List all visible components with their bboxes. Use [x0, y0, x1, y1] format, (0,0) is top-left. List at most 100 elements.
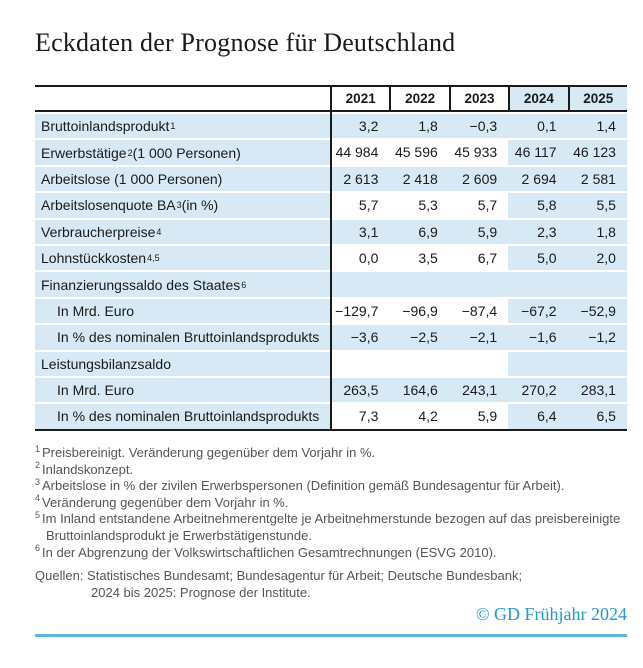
value-cell: −52,9 [567, 298, 627, 324]
value-cell: 5,3 [389, 193, 449, 218]
value-cell: 6,7 [448, 245, 509, 271]
value-cell: 1,8 [389, 114, 449, 139]
value-cell: −87,4 [448, 298, 509, 324]
value-cell: 2,3 [508, 219, 568, 244]
row-label: Arbeitslosenquote BA 3 (in %) [35, 193, 330, 218]
footnote: 6 In der Abgrenzung der Volkswirtschaftli… [35, 543, 497, 560]
value-cell: 45 933 [448, 140, 509, 165]
table-row: Finanzierungssaldo des Staates 6 [35, 272, 627, 297]
page-title: Eckdaten der Prognose für Deutschland [35, 28, 456, 57]
row-label: In Mrd. Euro [35, 298, 330, 324]
table-row: In % des nominalen Bruttoinlandsprodukts… [35, 404, 627, 429]
value-cell [330, 272, 390, 297]
table-header-row: 2021 2022 2023 2024 2025 [35, 85, 627, 112]
value-cell: 3,2 [330, 114, 390, 139]
row-label: In % des nominalen Bruttoinlandsprodukts [35, 325, 330, 350]
value-cell: 2 609 [448, 166, 509, 192]
value-cell: 5,7 [448, 193, 509, 218]
sources-line-1: Quellen: Statistisches Bundesamt; Bundes… [35, 568, 523, 583]
value-cell: −67,2 [508, 298, 568, 324]
value-cell: −2,1 [448, 325, 509, 350]
footnote: 1 Preisbereinigt. Veränderung gegenüber d… [35, 443, 376, 460]
value-cell: −1,6 [508, 325, 568, 350]
value-cell: 5,7 [330, 193, 390, 218]
copyright-label: © GD Frühjahr 2024 [475, 604, 627, 624]
table-row: Erwerbstätige 2 (1 000 Personen) 44 984 45 … [35, 140, 627, 165]
value-cell: 46 123 [567, 140, 627, 165]
value-cell: 0,0 [330, 245, 390, 271]
value-cell: 263,5 [330, 377, 390, 403]
table-row: Arbeitslosenquote BA 3 (in %) 5,7 5,3 5,7 5,8… [35, 193, 627, 218]
row-label: In % des nominalen Bruttoinlandsprodukts [35, 404, 330, 429]
value-cell [389, 272, 449, 297]
value-cell: 1,4 [567, 114, 627, 139]
value-cell [389, 351, 449, 376]
value-cell: 2,0 [567, 245, 627, 271]
sources-block: Quellen: Statistisches Bundesamt; Bundes… [35, 567, 623, 601]
value-cell: 5,8 [508, 193, 568, 218]
value-cell [567, 351, 627, 376]
footnote: 2 Inlandskonzept. [35, 460, 134, 477]
value-cell: −1,2 [567, 325, 627, 350]
value-cell: 6,4 [508, 404, 568, 429]
value-cell: 270,2 [508, 377, 568, 403]
value-cell: 2 694 [508, 166, 568, 192]
table-body: Bruttoinlandsprodukt 1 3,2 1,8 −0,3 0,1 1,4 Erw… [35, 114, 627, 431]
row-label: Erwerbstätige 2 (1 000 Personen) [35, 140, 330, 165]
footnotes-block: 1 Preisbereinigt. Veränderung gegenüber d… [35, 443, 623, 561]
value-cell: 0,1 [508, 114, 568, 139]
year-column-header: 2023 [448, 87, 509, 110]
value-cell [508, 272, 568, 297]
value-cell: 6,9 [389, 219, 449, 244]
table-row: Lohnstückkosten 4,5 0,0 3,5 6,7 5,0 2,0 [35, 245, 627, 271]
row-label: Arbeitslose (1 000 Personen) [35, 166, 330, 192]
value-cell: 44 984 [330, 140, 390, 165]
year-column-header: 2024 [508, 87, 568, 110]
value-cell: 45 596 [389, 140, 449, 165]
value-cell: 3,1 [330, 219, 390, 244]
table-row: Verbraucherpreise 4 3,1 6,9 5,9 2,3 1,8 [35, 219, 627, 244]
value-cell: 164,6 [389, 377, 449, 403]
value-cell [448, 351, 509, 376]
value-cell: 46 117 [508, 140, 568, 165]
value-cell [567, 272, 627, 297]
row-label: Lohnstückkosten 4,5 [35, 245, 330, 271]
table-row: Leistungsbilanzsaldo [35, 351, 627, 376]
value-cell: 1,8 [567, 219, 627, 244]
value-cell: 5,9 [448, 219, 509, 244]
row-label: Verbraucherpreise 4 [35, 219, 330, 244]
value-cell [508, 351, 568, 376]
value-cell: 3,5 [389, 245, 449, 271]
table-row: Bruttoinlandsprodukt 1 3,2 1,8 −0,3 0,1 1,4 [35, 114, 627, 139]
footnote: 3 Arbeitslose in % der zivilen Erwerbsper… [35, 476, 565, 494]
value-cell: −3,6 [330, 325, 390, 350]
value-cell: 6,5 [567, 404, 627, 429]
value-cell: −0,3 [448, 114, 509, 139]
value-cell: 2 613 [330, 166, 390, 192]
footnote: 4 Veränderung gegenüber dem Vorjahr in %. [35, 493, 289, 510]
value-cell: 4,2 [389, 404, 449, 429]
value-cell: −96,9 [389, 298, 449, 324]
row-label: Finanzierungssaldo des Staates 6 [35, 272, 330, 297]
footnote: 5 Im Inland entstandene Arbeitnehmerentge… [35, 510, 621, 543]
value-cell: 243,1 [448, 377, 509, 403]
value-cell [330, 351, 390, 376]
year-column-header: 2021 [330, 87, 390, 110]
row-label: Bruttoinlandsprodukt 1 [35, 114, 330, 139]
table-row: In Mrd. Euro 263,5 164,6 243,1 270,2 283,1 [35, 377, 627, 403]
forecast-table: 2021 2022 2023 2024 2025 Bruttoinlandsproduk… [35, 85, 627, 431]
row-label: In Mrd. Euro [35, 377, 330, 403]
value-cell: 5,0 [508, 245, 568, 271]
table-row: Arbeitslose (1 000 Personen) 2 613 2 418 2 … [35, 166, 627, 192]
value-cell: −2,5 [389, 325, 449, 350]
value-cell: 5,9 [448, 404, 509, 429]
value-cell: 7,3 [330, 404, 390, 429]
value-cell: 2 418 [389, 166, 449, 192]
footer-rule [35, 634, 627, 637]
year-column-header: 2022 [389, 87, 449, 110]
value-cell: 2 581 [567, 166, 627, 192]
table-row: In % des nominalen Bruttoinlandsprodukts… [35, 325, 627, 350]
empty-label-header-cell [35, 87, 330, 110]
value-cell [448, 272, 509, 297]
label-value-divider [330, 85, 332, 431]
